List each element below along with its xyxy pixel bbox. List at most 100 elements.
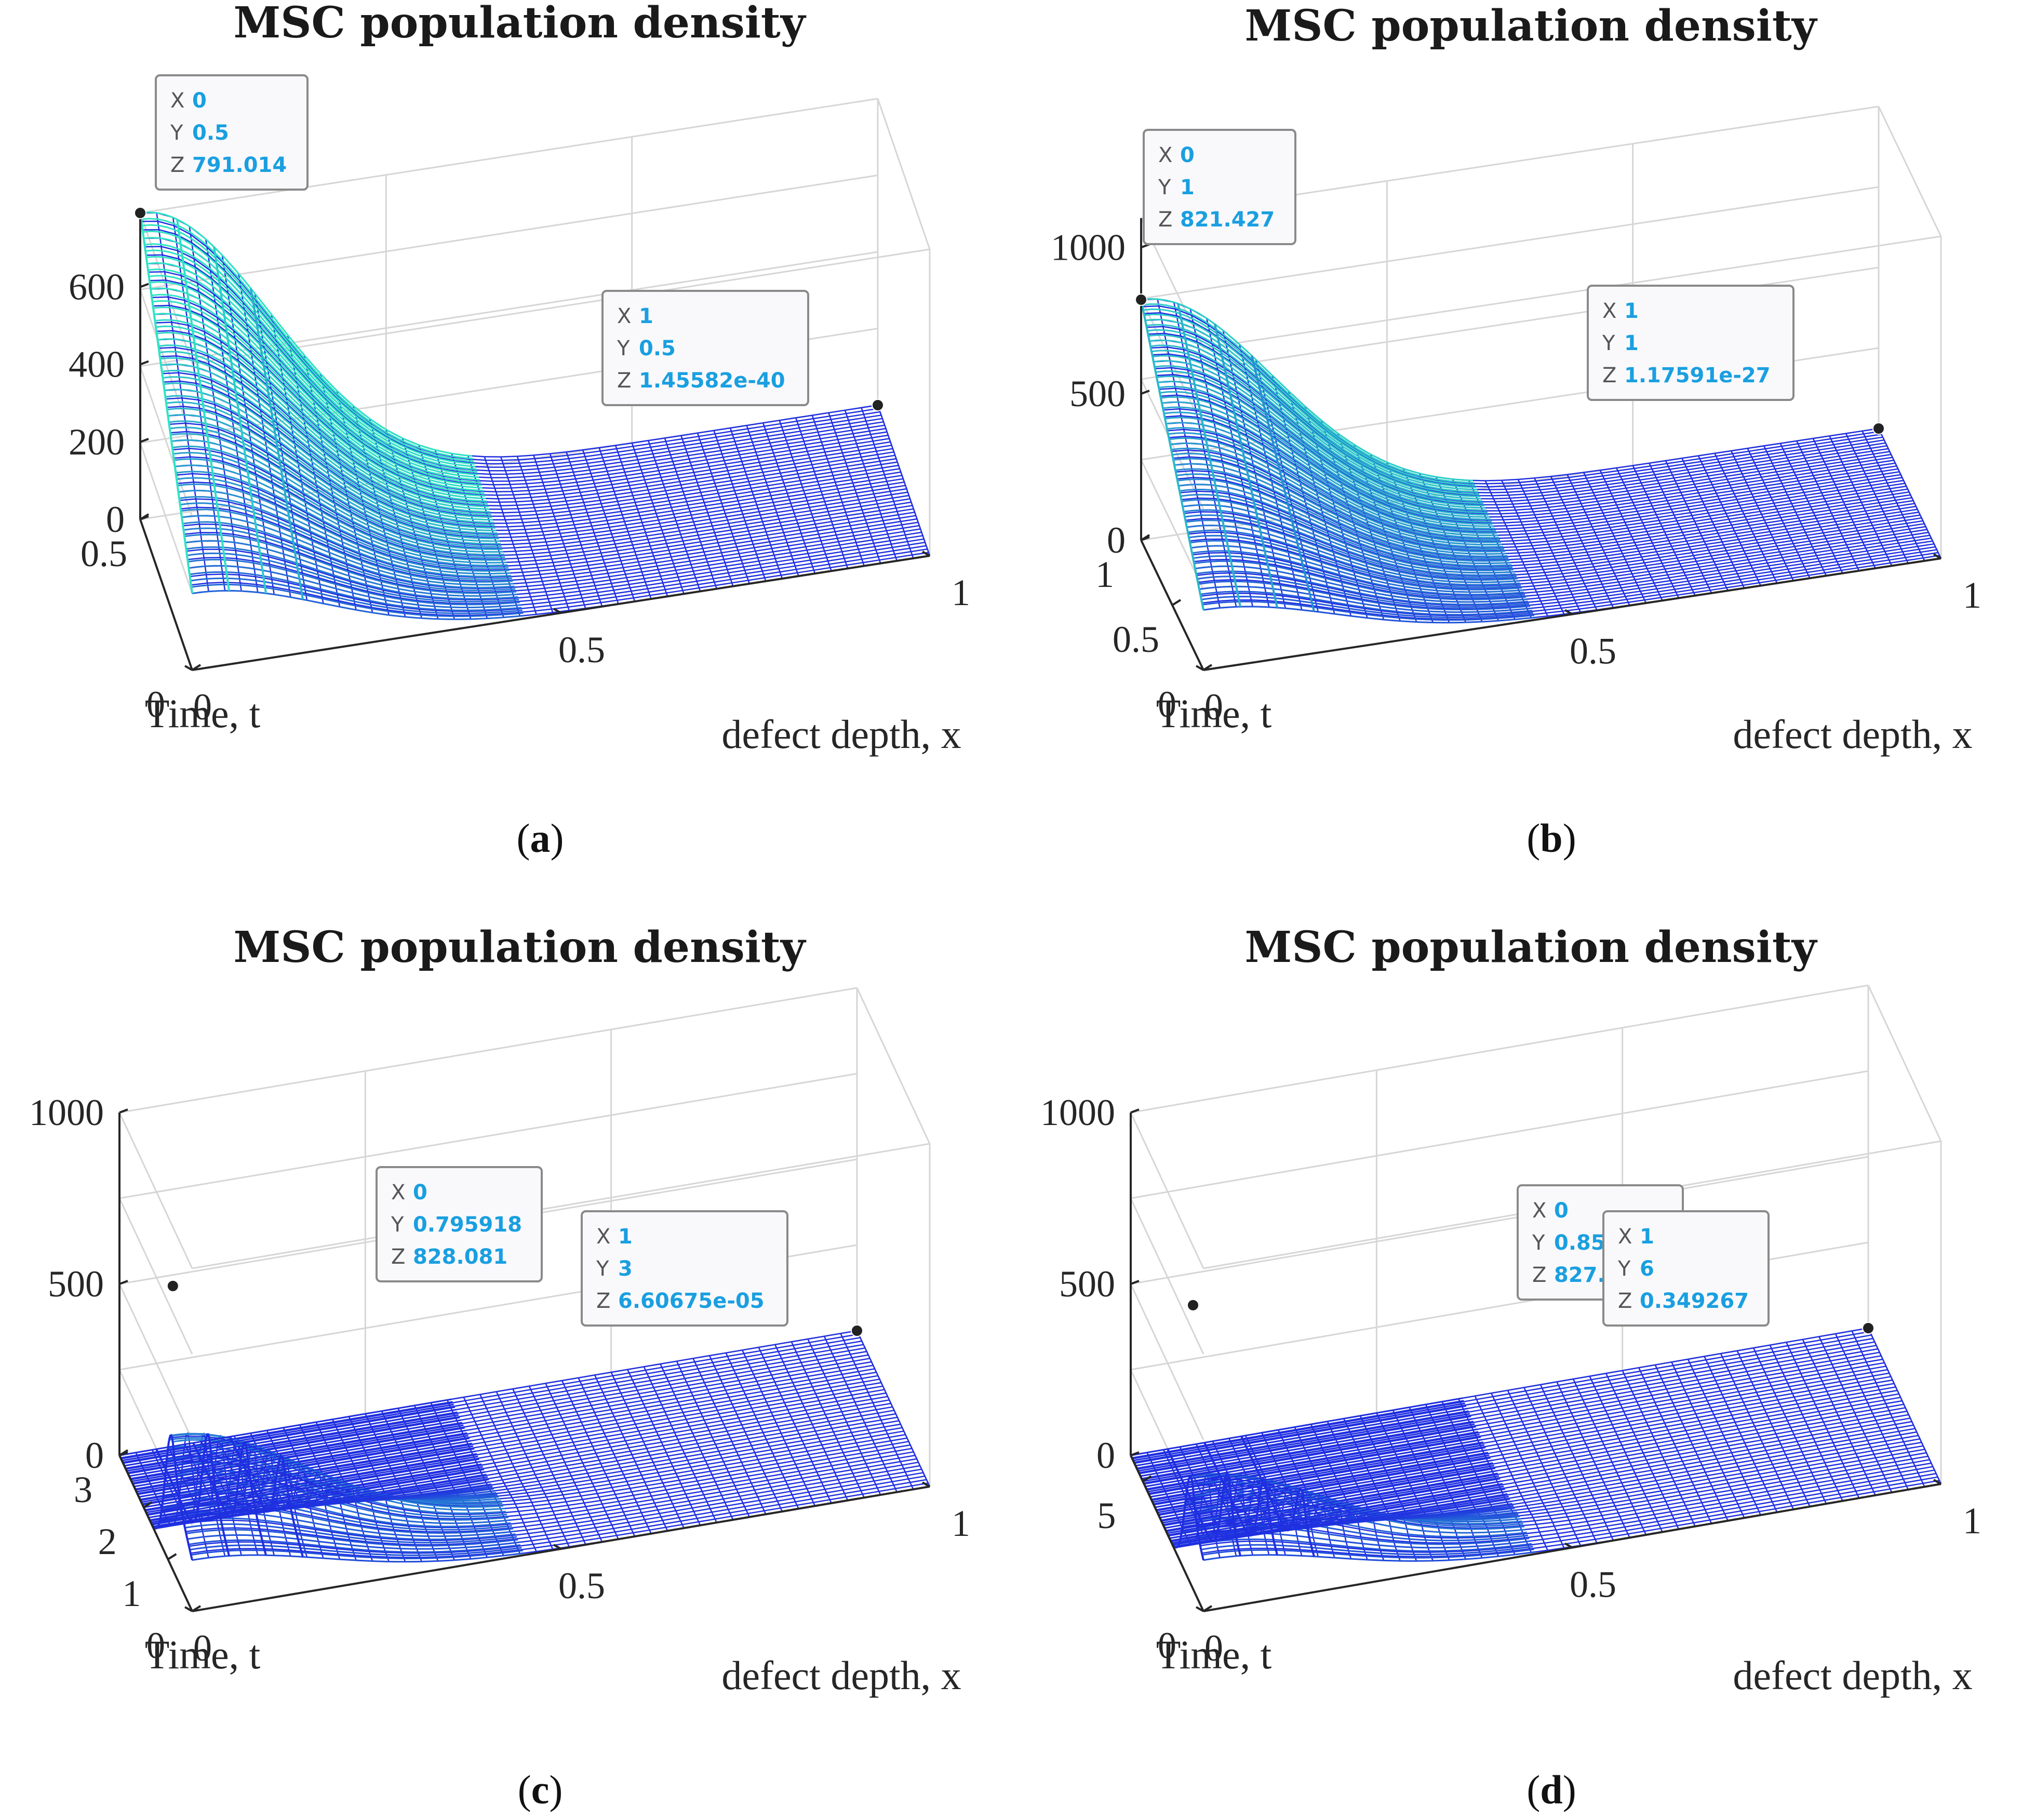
grid-line xyxy=(192,248,930,365)
mesh-line xyxy=(152,296,890,492)
mesh-line xyxy=(186,538,925,600)
surface-slice xyxy=(151,293,484,491)
surface-slice xyxy=(173,451,505,558)
grid-line xyxy=(119,987,858,1114)
surface-edge-line xyxy=(192,1441,267,1556)
surface-slice xyxy=(1171,447,1504,548)
mesh-line xyxy=(1167,429,1905,539)
mesh-line xyxy=(1632,465,1696,596)
surface-slice xyxy=(1195,565,1528,603)
surface-slice xyxy=(167,407,499,540)
surface-slice xyxy=(1146,1431,1479,1490)
surface-slice xyxy=(160,363,493,521)
datatip-marker[interactable] xyxy=(166,1279,179,1292)
mesh-line xyxy=(146,254,884,475)
surface-slice xyxy=(1143,308,1476,486)
mesh-line xyxy=(173,456,912,560)
surface-slice xyxy=(1141,298,1474,481)
mesh-line xyxy=(1146,326,1884,493)
mesh-line xyxy=(549,453,603,607)
surface-slice xyxy=(1172,1486,1504,1544)
surface-slice xyxy=(1174,463,1507,555)
x-tick-label: 1 xyxy=(952,572,970,613)
surface-slice xyxy=(176,1472,508,1521)
surface-slice xyxy=(159,351,491,516)
surface-slice xyxy=(1130,1397,1463,1456)
mesh-line xyxy=(840,1333,914,1490)
surface-slice xyxy=(1144,313,1477,488)
datatip-key: Z xyxy=(1602,364,1616,387)
datatip-key: Y xyxy=(1158,176,1171,199)
datatip-marker[interactable] xyxy=(1135,293,1147,306)
grid-line xyxy=(877,98,931,250)
surface-slice xyxy=(184,533,517,594)
datatip-key: Z xyxy=(391,1245,405,1269)
t-tick-mark xyxy=(1202,664,1213,671)
mesh-line xyxy=(627,1369,701,1526)
surface-slice xyxy=(172,1439,505,1511)
datatip-marker[interactable] xyxy=(851,1324,863,1337)
surface-slice xyxy=(133,1429,466,1488)
mesh-line xyxy=(1523,1387,1598,1543)
surface-edge-line xyxy=(1203,1442,1278,1556)
surface-slice xyxy=(1151,350,1484,504)
mesh-line xyxy=(1812,438,1876,569)
surface-slice xyxy=(166,1456,499,1501)
datatip[interactable]: X 1Y 6Z 0.349267 xyxy=(1602,1210,1874,1334)
datatip[interactable]: X 1Y 0.5 Z 1.45582e-40 xyxy=(601,290,884,411)
grid-line xyxy=(118,1112,193,1269)
datatip[interactable]: X 1Y 3Z 6.60675e-05 xyxy=(581,1210,863,1337)
mesh-line xyxy=(1654,1364,1729,1521)
mesh-line xyxy=(643,1366,717,1523)
grid-line xyxy=(140,175,878,290)
surface-slice xyxy=(170,433,503,550)
surface-edge-line xyxy=(1214,324,1278,608)
mesh-line xyxy=(189,1479,927,1554)
mesh-line xyxy=(1163,408,1901,530)
mesh-line xyxy=(713,430,767,582)
grid-line xyxy=(1878,106,1942,237)
surface-slice xyxy=(1202,600,1535,621)
mesh-line xyxy=(1201,1480,1940,1558)
surface-slice xyxy=(1157,1454,1490,1514)
datatip[interactable]: X 0Y 1Z 821.427 xyxy=(1135,129,1296,306)
surface-slice xyxy=(183,527,516,591)
mesh-line xyxy=(1572,1379,1647,1535)
x-tick-label: 0 xyxy=(1204,686,1223,728)
mesh-line xyxy=(516,456,570,611)
surface-slice xyxy=(171,439,504,553)
surface-slice xyxy=(1158,1457,1491,1516)
surface-slice xyxy=(192,1552,525,1563)
mesh-line xyxy=(1166,1403,1904,1532)
datatip-marker[interactable] xyxy=(1872,422,1885,435)
datatip-value: 0 xyxy=(1180,143,1195,167)
datatip-marker[interactable] xyxy=(872,399,884,411)
surface-slice xyxy=(186,552,519,603)
surface-slice xyxy=(1145,1428,1478,1488)
datatip-marker[interactable] xyxy=(1862,1322,1874,1334)
datatip[interactable]: X 0Y 0.5 Z 791.014 xyxy=(134,74,309,219)
surface-slice xyxy=(163,382,496,529)
surface-slice xyxy=(1175,468,1508,557)
surface-slice xyxy=(155,325,488,505)
datatip-value: 1.45582e-40 xyxy=(639,369,785,393)
surface-slice xyxy=(152,1468,485,1525)
surface-slice xyxy=(1168,432,1501,541)
x-tick-label: 1 xyxy=(952,1503,970,1544)
mesh-line xyxy=(1550,476,1614,608)
surface-slice xyxy=(164,1481,497,1500)
datatip[interactable]: X 0Y 0.795918 Z 828.081 xyxy=(166,1166,543,1292)
datatip-marker[interactable] xyxy=(134,207,146,219)
chart-panel-d: 0 0.5 1 0 5 0 500 1000 Time, t defect depth, x MSC… xyxy=(1011,910,2022,1820)
z-tick-label: 500 xyxy=(1069,373,1126,414)
datatip[interactable]: X 1Y 1Z 1.17591e-27 xyxy=(1587,285,1885,435)
mesh-line xyxy=(1184,511,1922,577)
datatip-marker[interactable] xyxy=(1187,1299,1199,1312)
mesh-line xyxy=(141,220,879,461)
datatip-value: 828.081 xyxy=(413,1245,507,1269)
mesh-line xyxy=(135,1364,874,1491)
mesh-line xyxy=(155,322,893,503)
